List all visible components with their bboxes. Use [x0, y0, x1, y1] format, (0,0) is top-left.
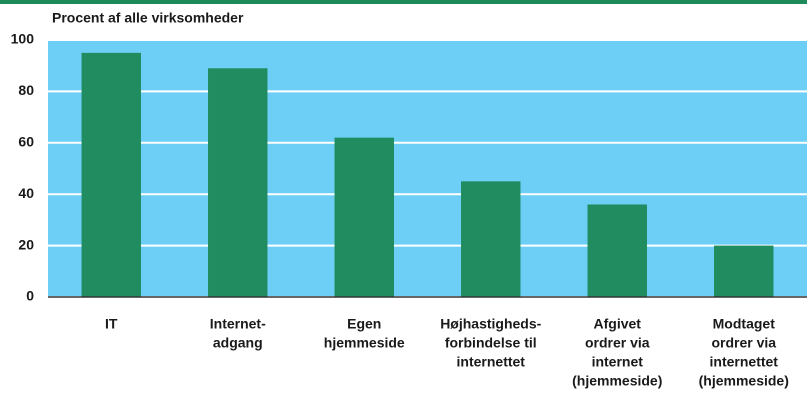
- x-tick-label: Højhastigheds-: [440, 316, 541, 332]
- x-tick-label: internet: [592, 354, 644, 370]
- x-tick-label: hjemmeside: [324, 335, 405, 351]
- x-tick-label: Internet-: [210, 316, 266, 332]
- plot-background: [48, 40, 807, 297]
- bar: [587, 204, 647, 297]
- x-tick-label: (hjemmeside): [572, 373, 662, 389]
- bar: [81, 52, 141, 297]
- x-tick-label: forbindelse til: [445, 335, 537, 351]
- bar: [208, 68, 268, 298]
- y-tick-label: 20: [18, 236, 34, 252]
- top-border: [0, 0, 807, 4]
- x-tick-label: adgang: [213, 335, 263, 351]
- x-tick-label: Afgivet: [594, 316, 642, 332]
- x-tick-label: ordrer via: [711, 335, 776, 351]
- y-tick-label: 0: [26, 288, 34, 304]
- x-tick-label: internettet: [457, 354, 526, 370]
- y-tick-label: 40: [18, 185, 34, 201]
- x-tick-label: ordrer via: [585, 335, 650, 351]
- bar: [714, 245, 774, 297]
- y-tick-label: 60: [18, 134, 34, 150]
- y-tick-label: 80: [18, 82, 34, 98]
- x-tick-label: Modtaget: [713, 316, 776, 332]
- x-tick-label: internettet: [710, 354, 779, 370]
- y-tick-label: 100: [11, 31, 35, 47]
- bar: [334, 137, 394, 297]
- x-tick-label: Egen: [347, 316, 381, 332]
- bar: [461, 181, 521, 297]
- x-tick-label: (hjemmeside): [699, 373, 789, 389]
- chart-title: Procent af alle virksomheder: [52, 10, 244, 26]
- x-tick-label: IT: [105, 316, 118, 332]
